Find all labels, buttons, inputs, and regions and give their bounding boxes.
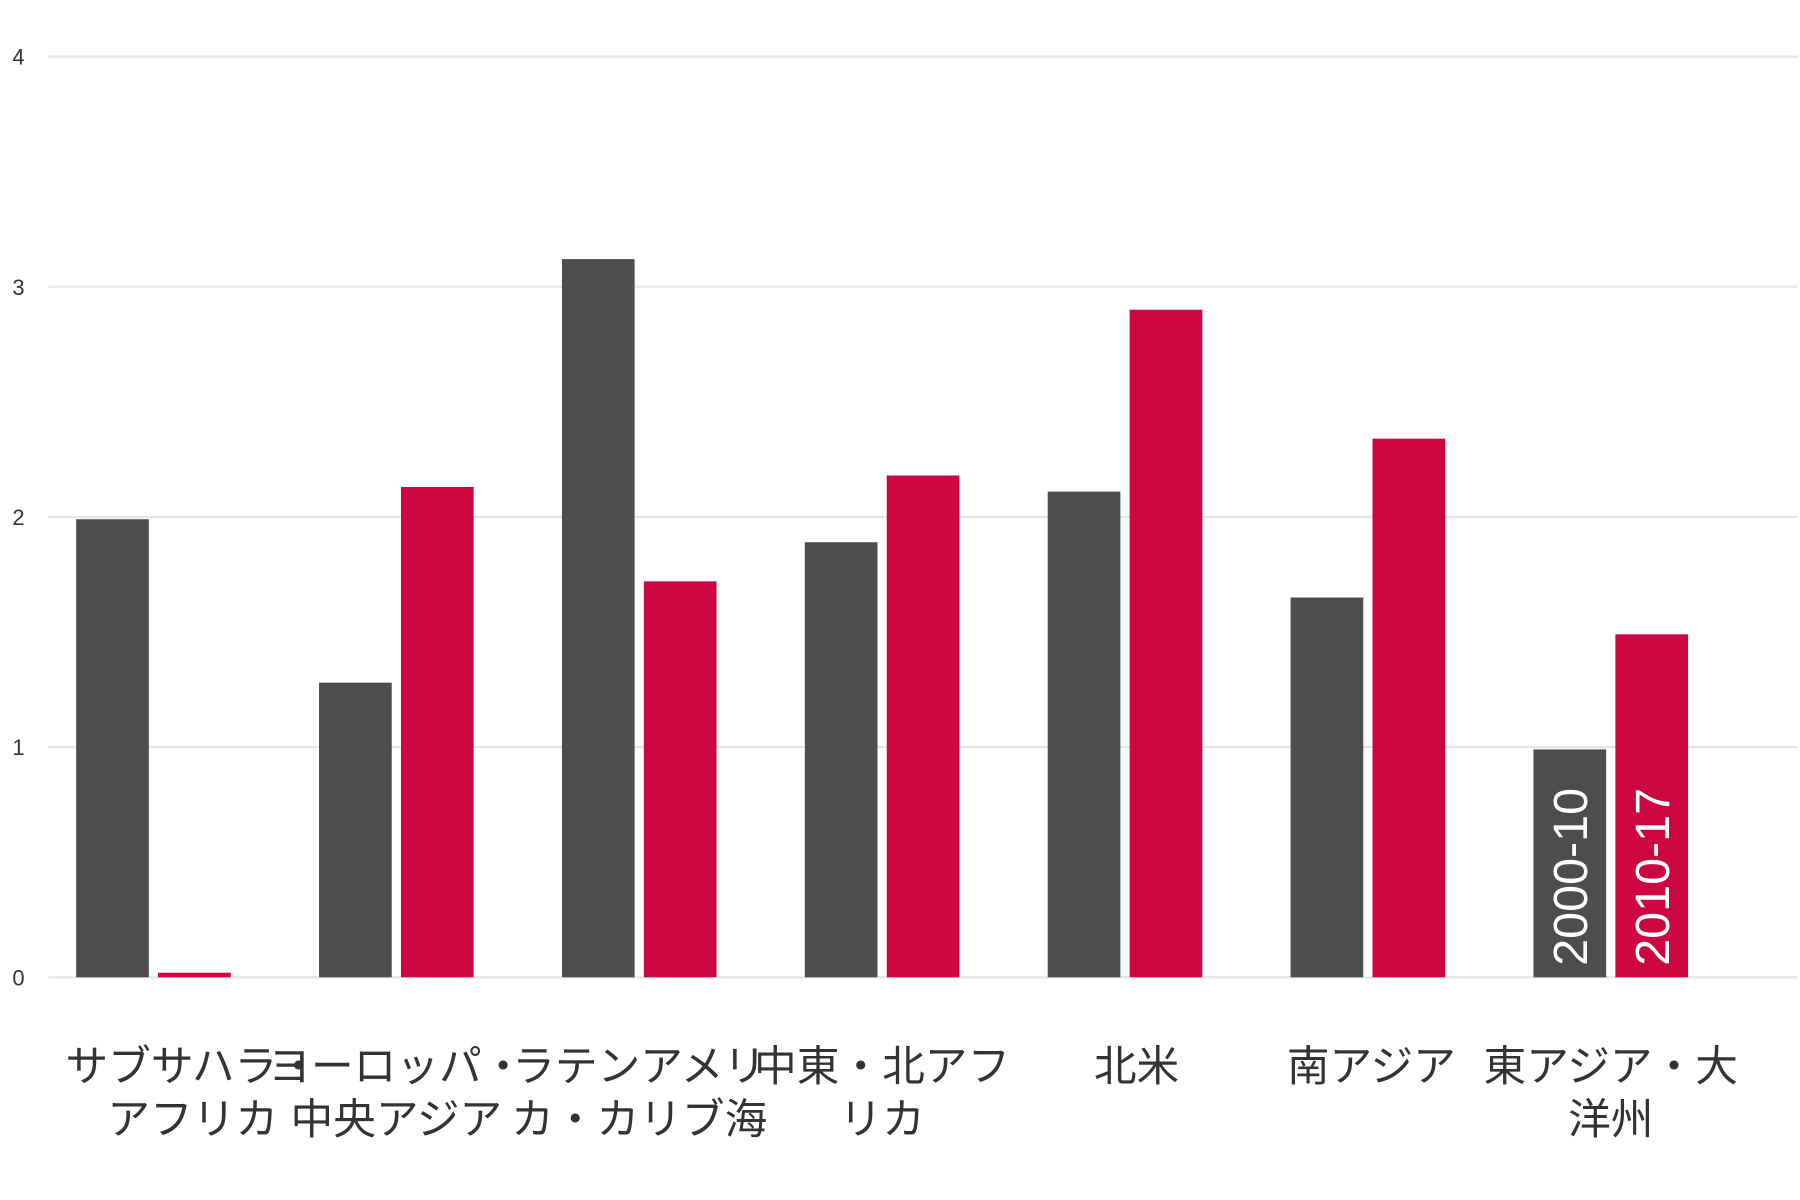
y-tick-label: 2 — [12, 505, 24, 530]
bars — [76, 259, 1689, 978]
bar-2000-10-4 — [1047, 491, 1121, 978]
bar-2010-17-1 — [400, 486, 474, 978]
x-axis-label: 南アジア — [1287, 1042, 1456, 1092]
legend-label-2010-17: 2010-17 — [1626, 788, 1680, 966]
x-axis-label: サブサハラ・ — [65, 1042, 319, 1092]
x-axis-label: ヨーロッパ・ — [268, 1042, 524, 1092]
bar-2000-10-1 — [319, 682, 392, 978]
x-axis-label: アフリカ — [107, 1095, 278, 1145]
legend-label-2000-10: 2000-10 — [1544, 788, 1598, 966]
x-axis-label: リカ — [839, 1095, 924, 1145]
x-axis-label: 東アジア・大 — [1484, 1042, 1738, 1092]
bar-2010-17-0 — [158, 972, 231, 978]
x-axis-label: 洋州 — [1568, 1095, 1653, 1145]
x-axis-label: カ・カリブ海 — [511, 1095, 767, 1145]
y-tick-label: 3 — [12, 275, 24, 300]
x-axis-label: 中東・北アフ — [754, 1042, 1010, 1092]
x-axis-label: ラテンアメリ — [512, 1042, 766, 1092]
x-axis-label: 中央アジア — [290, 1095, 502, 1145]
bar-2010-17-5 — [1372, 438, 1446, 978]
y-tick-label: 4 — [12, 45, 24, 70]
bar-2000-10-2 — [561, 259, 635, 978]
y-tick-label: 1 — [12, 735, 24, 760]
x-axis-labels: サブサハラ・アフリカヨーロッパ・中央アジアラテンアメリカ・カリブ海中東・北アフリ… — [65, 1042, 1737, 1145]
y-axis-ticks: 0 1 2 3 4 — [12, 45, 24, 991]
bar-2000-10-0 — [76, 519, 149, 978]
bar-2000-10-3 — [804, 542, 878, 978]
bar-2000-10-6 — [1533, 749, 1607, 978]
bar-2000-10-5 — [1290, 597, 1364, 978]
bar-2010-17-4 — [1129, 309, 1203, 978]
bar-2010-17-3 — [886, 475, 960, 978]
x-axis-label: 北米 — [1094, 1042, 1179, 1092]
bar-2010-17-6 — [1615, 634, 1689, 978]
bar-2010-17-2 — [643, 581, 717, 978]
y-tick-label: 0 — [12, 965, 24, 990]
legend: 2000-10 2010-17 — [1544, 788, 1680, 966]
